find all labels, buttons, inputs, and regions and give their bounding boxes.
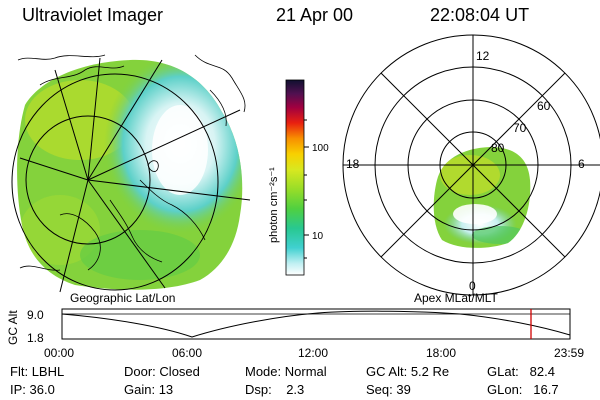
colorbar-unit-label: photon cm⁻²s⁻¹ <box>268 167 280 243</box>
mlt-label-18: 18 <box>346 157 360 171</box>
alt-xtick-0000: 00:00 <box>44 346 74 360</box>
info-flt: Flt: LBHL <box>10 364 65 379</box>
alt-ymin-label: 1.8 <box>27 331 44 345</box>
info-ip: IP: 36.0 <box>10 382 55 397</box>
color-scale: 100 10 photon cm⁻²s⁻¹ <box>268 79 329 276</box>
alt-xtick-1800: 18:00 <box>426 346 456 360</box>
mlt-label-6: 6 <box>578 157 585 171</box>
colorbar-tick-100: 100 <box>312 143 329 154</box>
info-glon: GLon: 16.7 <box>487 382 559 397</box>
info-dsp: Dsp: 2.3 <box>245 382 305 397</box>
info-seq: Seq: 39 <box>366 382 411 397</box>
geographic-label: Geographic Lat/Lon <box>70 291 175 305</box>
apex-label: Apex MLat/MLT <box>414 291 498 305</box>
coastlines <box>17 54 246 271</box>
alt-ylabel: GC Alt <box>6 310 20 345</box>
alt-ymax-label: 9.0 <box>27 308 44 322</box>
info-door: Door: Closed <box>124 364 200 379</box>
alt-xtick-0600: 06:00 <box>172 346 202 360</box>
mlt-label-0: 0 <box>469 279 476 293</box>
info-gain: Gain: 13 <box>124 382 174 397</box>
geographic-image <box>11 54 251 293</box>
mlat-label-70: 70 <box>513 121 527 135</box>
observation-date: 21 Apr 00 <box>276 5 354 25</box>
colorbar-tick-10: 10 <box>312 231 324 242</box>
observation-time: 22:08:04 UT <box>430 5 530 25</box>
geographic-grid <box>11 57 251 293</box>
image-title: Ultraviolet Imager <box>22 5 164 25</box>
altitude-plot: 9.0 1.8 GC Alt 00:00 06:00 12:00 18:00 2… <box>6 308 584 360</box>
info-glat: GLat: 82.4 <box>487 364 555 379</box>
info-mode: Mode: Normal <box>245 364 327 379</box>
mlat-label-80: 80 <box>491 141 505 155</box>
info-gcalt: GC Alt: 5.2 Re <box>366 364 450 379</box>
apex-polar-plot: 12 18 6 0 60 70 80 <box>342 34 600 296</box>
mlat-label-60: 60 <box>537 99 551 113</box>
mlt-label-12: 12 <box>476 49 490 63</box>
alt-xtick-2359: 23:59 <box>554 346 584 360</box>
alt-xtick-1200: 12:00 <box>298 346 328 360</box>
